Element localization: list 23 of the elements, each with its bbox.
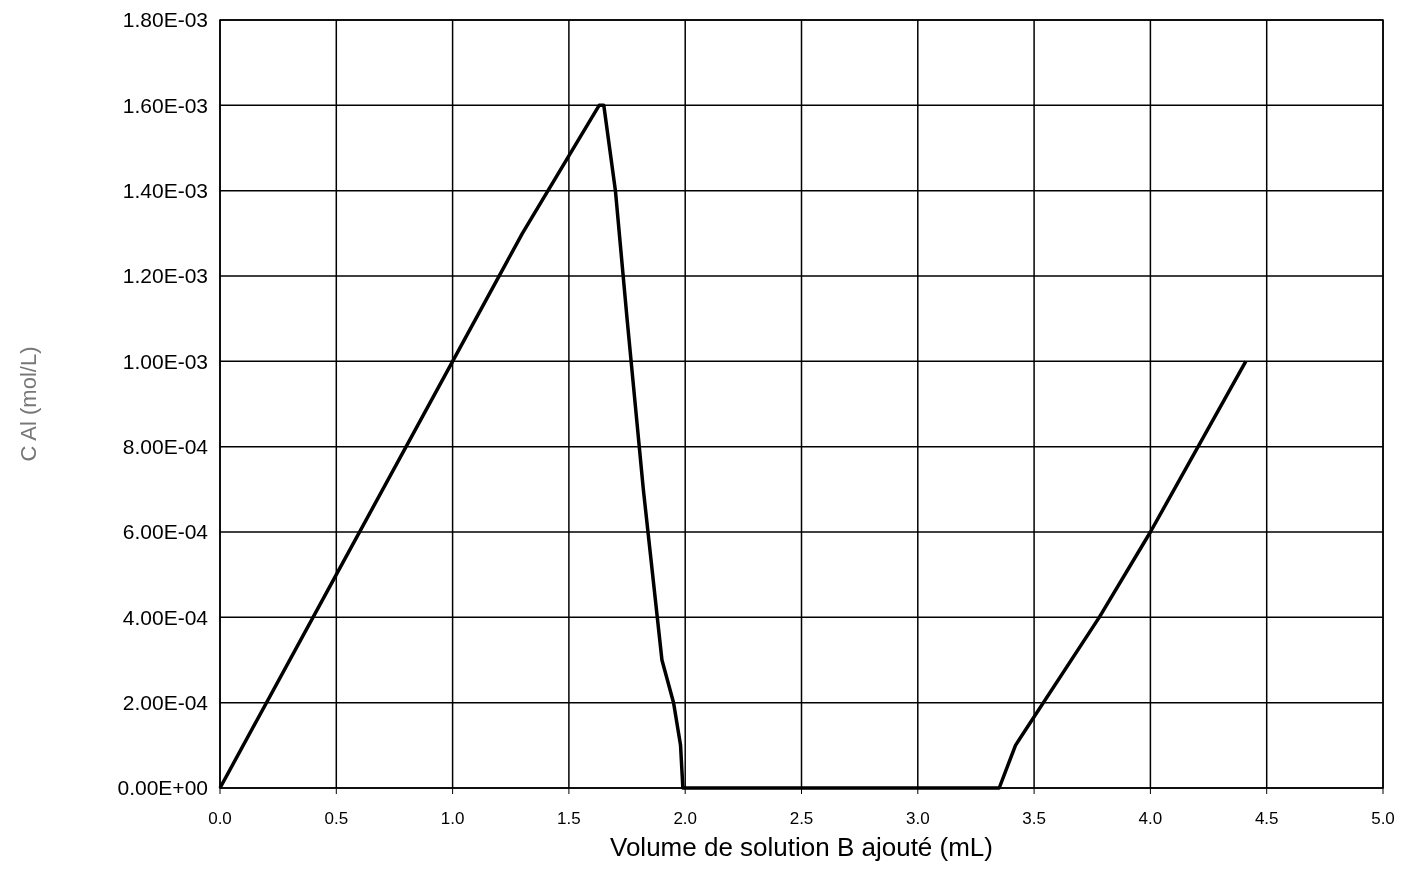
y-tick-label: 1.40E-03 <box>122 179 208 203</box>
x-tick-label: 0.0 <box>208 809 232 828</box>
y-tick-label: 1.80E-03 <box>122 8 208 32</box>
x-tick-label: 2.0 <box>673 809 698 828</box>
x-tick-label: 2.5 <box>789 809 814 828</box>
y-tick-label: 2.00E-04 <box>122 691 209 715</box>
x-tick-label: 3.5 <box>1022 809 1046 828</box>
y-tick-label: 4.00E-04 <box>122 605 209 629</box>
y-tick-label: 0.00E+00 <box>117 776 208 800</box>
y-axis-title: C Al (mol/L) <box>16 346 41 462</box>
x-tick-label: 4.5 <box>1254 809 1279 828</box>
x-tick-label: 3.0 <box>905 809 930 828</box>
x-axis-title: Volume de solution B ajouté (mL) <box>610 832 993 862</box>
y-tick-label: 1.20E-03 <box>122 264 208 288</box>
y-tick-label: 6.00E-04 <box>122 520 209 544</box>
x-tick-label: 0.5 <box>324 809 349 828</box>
x-tick-label: 1.5 <box>557 809 581 828</box>
x-tick-label: 4.0 <box>1138 809 1163 828</box>
x-tick-label: 5.0 <box>1371 809 1395 828</box>
y-tick-label: 1.00E-03 <box>122 349 208 373</box>
x-tick-label: 1.0 <box>440 809 465 828</box>
y-tick-label: 1.60E-03 <box>122 93 208 117</box>
y-tick-label: 8.00E-04 <box>122 435 209 459</box>
